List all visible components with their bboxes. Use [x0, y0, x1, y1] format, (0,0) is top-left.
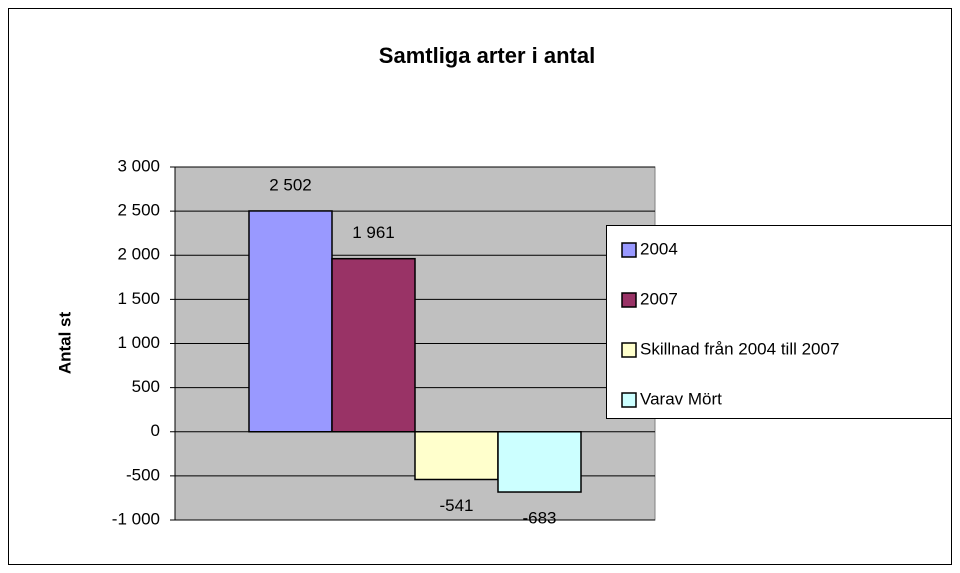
legend-label: 2007 [640, 289, 678, 308]
y-tick-label: 0 [151, 421, 160, 440]
data-label: 1 961 [352, 223, 395, 242]
legend-swatch [621, 292, 637, 308]
y-tick-label: -500 [126, 465, 160, 484]
chart-title: Samtliga arter i antal [379, 43, 595, 68]
bar [248, 210, 333, 433]
bar [331, 257, 416, 433]
y-tick-label: 3 000 [117, 156, 160, 175]
legend-swatch [621, 342, 637, 358]
y-axis-label: Antal st [55, 311, 74, 374]
data-label: 2 502 [269, 175, 312, 194]
legend-label: Varav Mört [640, 389, 722, 408]
y-tick-label: 2 000 [117, 245, 160, 264]
legend-box [606, 225, 952, 419]
y-tick-label: 2 500 [117, 201, 160, 220]
y-tick-label: 1 500 [117, 289, 160, 308]
legend-swatch [621, 242, 637, 258]
legend-label: 2004 [640, 239, 678, 258]
data-label: -683 [522, 509, 556, 528]
y-tick-label: -1 000 [112, 509, 160, 528]
bar [414, 431, 499, 481]
y-tick-label: 1 000 [117, 333, 160, 352]
legend-swatch [621, 392, 637, 408]
data-label: -541 [439, 496, 473, 515]
bar [497, 431, 582, 493]
legend-label: Skillnad från 2004 till 2007 [640, 339, 839, 358]
y-tick-label: 500 [132, 377, 160, 396]
